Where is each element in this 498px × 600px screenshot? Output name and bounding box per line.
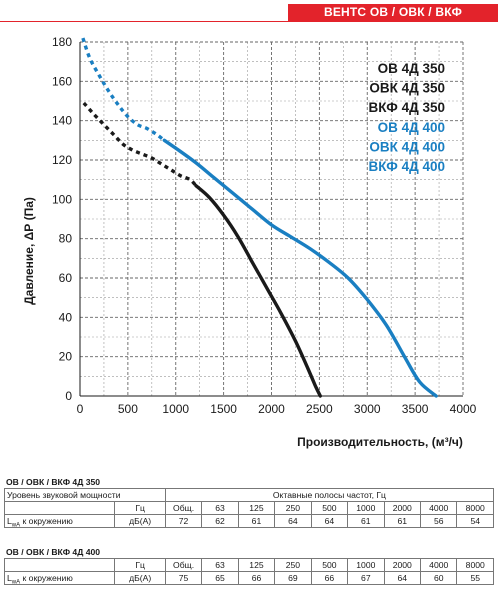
legend-entry: ОВ 4Д 400 xyxy=(378,120,445,135)
table-cell: 250 xyxy=(274,558,312,572)
sound-table-title: ОВ / ОВК / ВКФ 4Д 350 xyxy=(6,477,101,487)
table-cell: 64 xyxy=(310,514,349,528)
row-spacer xyxy=(3,558,116,572)
sound-table-400: ОВ / ОВК / ВКФ 4Д 400 Гц Общ. 63 125 250 500… xyxy=(3,546,494,585)
table-cell: 67 xyxy=(347,571,385,585)
table-cell: 2000 xyxy=(383,558,422,572)
table-cell: 75 xyxy=(164,571,203,585)
table-cell: Общ. xyxy=(164,558,203,572)
sound-power-table: Гц Общ. 63 125 250 500 1000 2000 4000 8000 LwA к… xyxy=(3,558,494,585)
y-tick-label: 40 xyxy=(59,310,73,324)
performance-chart: 0 500 1000 1500 2000 2500 3000 3500 4000 0 20 40 60 8… xyxy=(22,35,477,449)
table-cell: Общ. xyxy=(164,501,203,515)
table-cell: 72 xyxy=(164,514,203,528)
x-tick-label: 4000 xyxy=(450,402,477,416)
y-tick-label: 60 xyxy=(59,271,73,285)
table-row: Гц Общ. 63 125 250 500 1000 2000 4000 8000 xyxy=(3,501,494,515)
legend-entry: ВКФ 4Д 400 xyxy=(369,159,446,174)
lwa-label: LwA к окружению xyxy=(3,514,116,528)
table-cell: 63 xyxy=(201,501,239,515)
table-cell: 250 xyxy=(274,501,312,515)
chart-legend: ОВ 4Д 350 ОВК 4Д 350 ВКФ 4Д 350 ОВ 4Д 400 ОВ… xyxy=(369,61,446,174)
table-cell: 63 xyxy=(201,558,239,572)
x-tick-label: 3500 xyxy=(402,402,429,416)
sound-level-label: Уровень звуковой мощности xyxy=(4,488,166,502)
table-cell: 60 xyxy=(420,571,458,585)
unit-cell: дБ(А) xyxy=(114,571,166,585)
y-tick-label: 140 xyxy=(52,114,72,128)
y-axis-title: Давление, ΔР (Па) xyxy=(22,197,36,305)
product-series-badge: ВЕНТС ОВ / ОВК / ВКФ xyxy=(288,4,498,21)
x-axis-title: Производительность, (м³/ч) xyxy=(297,435,463,449)
table-cell: 64 xyxy=(383,571,422,585)
table-cell: 69 xyxy=(274,571,312,585)
table-cell: 125 xyxy=(237,501,276,515)
lwa-label: LwA к окружению xyxy=(3,571,116,585)
x-tick-label: 0 xyxy=(77,402,84,416)
y-tick-label: 80 xyxy=(59,232,73,246)
table-cell: 66 xyxy=(237,571,276,585)
x-tick-label: 1500 xyxy=(210,402,237,416)
legend-entry: ВКФ 4Д 350 xyxy=(369,100,446,115)
chart-tick-labels: 0 500 1000 1500 2000 2500 3000 3500 4000 0 20 40 60 8… xyxy=(52,35,477,416)
octave-bands-label: Октавные полосы частот, Гц xyxy=(164,488,495,502)
chart-grid xyxy=(80,41,464,396)
x-tick-label: 2500 xyxy=(306,402,333,416)
sound-power-table: Уровень звуковой мощности Октавные полос… xyxy=(3,488,495,528)
unit-cell: Гц xyxy=(114,558,166,572)
table-row: LwA к окружению дБ(А) 72 62 61 64 64 61 61 56 54 xyxy=(3,514,494,528)
table-cell: 61 xyxy=(347,514,385,528)
unit-cell: дБ(А) xyxy=(114,514,166,528)
table-header-row: Уровень звуковой мощности Октавные полос… xyxy=(4,488,495,502)
table-cell: 125 xyxy=(237,558,276,572)
table-cell: 8000 xyxy=(456,558,494,572)
table-cell: 55 xyxy=(456,571,494,585)
sound-table-title: ОВ / ОВК / ВКФ 4Д 400 xyxy=(6,547,101,557)
table-cell: 66 xyxy=(310,571,349,585)
table-cell: 1000 xyxy=(347,501,385,515)
series-0-solid-line xyxy=(194,183,322,398)
y-tick-label: 180 xyxy=(52,35,72,49)
table-row: Гц Общ. 63 125 250 500 1000 2000 4000 8000 xyxy=(3,558,494,572)
table-cell: 1000 xyxy=(347,558,385,572)
y-tick-label: 160 xyxy=(52,74,72,88)
table-cell: 61 xyxy=(237,514,276,528)
legend-entry: ОВК 4Д 350 xyxy=(369,81,445,96)
table-cell: 500 xyxy=(310,558,349,572)
x-tick-label: 2000 xyxy=(258,402,285,416)
y-tick-label: 100 xyxy=(52,192,72,206)
table-cell: 61 xyxy=(383,514,422,528)
x-tick-label: 1000 xyxy=(162,402,189,416)
table-cell: 8000 xyxy=(456,501,494,515)
table-cell: 4000 xyxy=(420,558,458,572)
series-0-dashed-line xyxy=(82,101,198,187)
table-cell: 2000 xyxy=(383,501,422,515)
sound-table-350: ОВ / ОВК / ВКФ 4Д 350 Уровень звуковой м… xyxy=(3,476,495,528)
series-1-dashed-line xyxy=(81,37,166,142)
series-1-solid-line xyxy=(162,138,438,398)
x-tick-label: 500 xyxy=(118,402,138,416)
table-cell: 54 xyxy=(456,514,494,528)
legend-entry: ОВК 4Д 400 xyxy=(369,139,445,154)
unit-cell: Гц xyxy=(114,501,166,515)
table-cell: 62 xyxy=(201,514,239,528)
table-cell: 4000 xyxy=(419,501,458,515)
table-cell: 500 xyxy=(310,501,349,515)
x-tick-label: 3000 xyxy=(354,402,381,416)
table-cell: 64 xyxy=(274,514,312,528)
row-spacer xyxy=(3,501,116,515)
y-tick-label: 20 xyxy=(59,350,73,364)
y-tick-label: 0 xyxy=(65,389,72,403)
table-cell: 56 xyxy=(419,514,458,528)
legend-entry: ОВ 4Д 350 xyxy=(378,61,445,76)
y-tick-label: 120 xyxy=(52,153,72,167)
table-row: LwA к окружению дБ(А) 75 65 66 69 66 67 64 60 55 xyxy=(3,571,494,585)
chart-axes xyxy=(79,42,463,397)
chart-curves xyxy=(81,37,438,398)
header-rule xyxy=(0,21,498,22)
table-cell: 65 xyxy=(201,571,239,585)
